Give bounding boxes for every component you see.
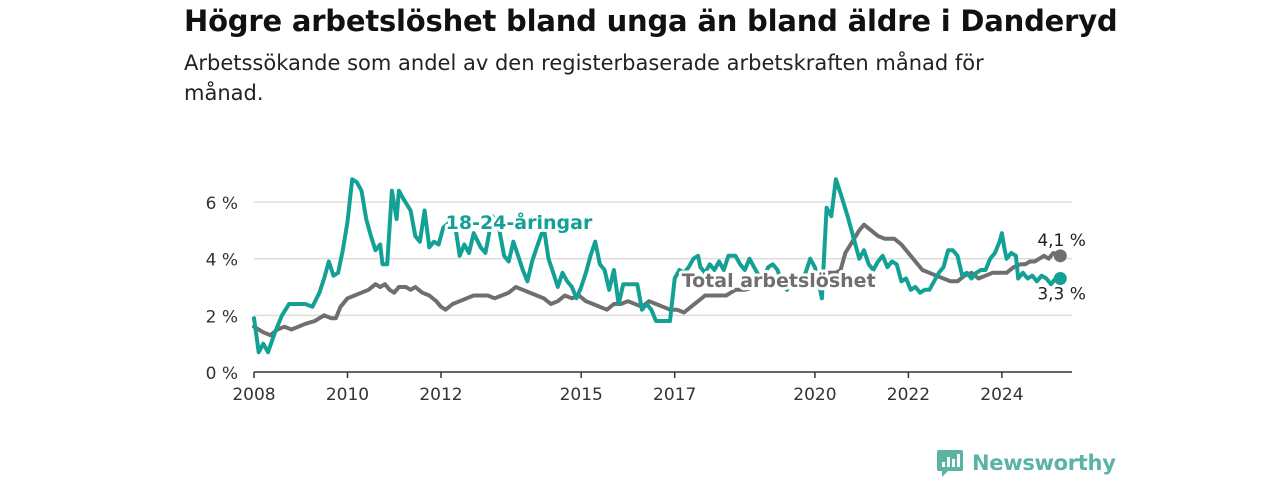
series-annotation: 18-24-åringar bbox=[446, 210, 593, 234]
y-tick-label: 4 % bbox=[206, 251, 238, 271]
x-axis: 2008 2010 2012 2015 2017 2020 2022 2024 bbox=[232, 371, 1072, 405]
series-annotation: Total arbetslöshet bbox=[682, 270, 876, 292]
grid-lines bbox=[254, 201, 1072, 317]
series-lines bbox=[252, 177, 1063, 355]
end-marker bbox=[1053, 249, 1067, 263]
series-line-0 bbox=[252, 177, 1063, 355]
x-tick-label: 2020 bbox=[793, 385, 836, 405]
x-tick-label: 2012 bbox=[419, 385, 462, 405]
end-markers: 3,3 % 4,1 % bbox=[1037, 231, 1086, 305]
x-tick-label: 2022 bbox=[887, 385, 930, 405]
chart-title: Högre arbetslöshet bland unga än bland ä… bbox=[184, 4, 1118, 38]
x-tick-label: 2015 bbox=[560, 385, 603, 405]
x-tick-label: 2008 bbox=[232, 385, 275, 405]
y-axis-labels: 0 % 2 % 4 % 6 % bbox=[206, 194, 238, 384]
end-value-label: 4,1 % bbox=[1037, 231, 1086, 251]
y-tick-label: 2 % bbox=[206, 307, 238, 327]
chart-subtitle: Arbetssökande som andel av den registerb… bbox=[184, 51, 984, 105]
newsworthy-logo-icon bbox=[937, 450, 963, 477]
series-annotations: 18-24-åringar Total arbetslöshet bbox=[443, 207, 879, 295]
brand-name: Newsworthy bbox=[972, 451, 1116, 475]
end-marker bbox=[1053, 272, 1067, 285]
x-tick-label: 2024 bbox=[980, 385, 1023, 405]
x-tick-label: 2010 bbox=[326, 385, 369, 405]
y-tick-label: 0 % bbox=[206, 364, 238, 384]
newsworthy-logo: Newsworthy bbox=[936, 448, 1116, 478]
end-value-label: 3,3 % bbox=[1037, 285, 1086, 305]
y-tick-label: 6 % bbox=[206, 194, 238, 214]
x-tick-label: 2017 bbox=[653, 385, 696, 405]
